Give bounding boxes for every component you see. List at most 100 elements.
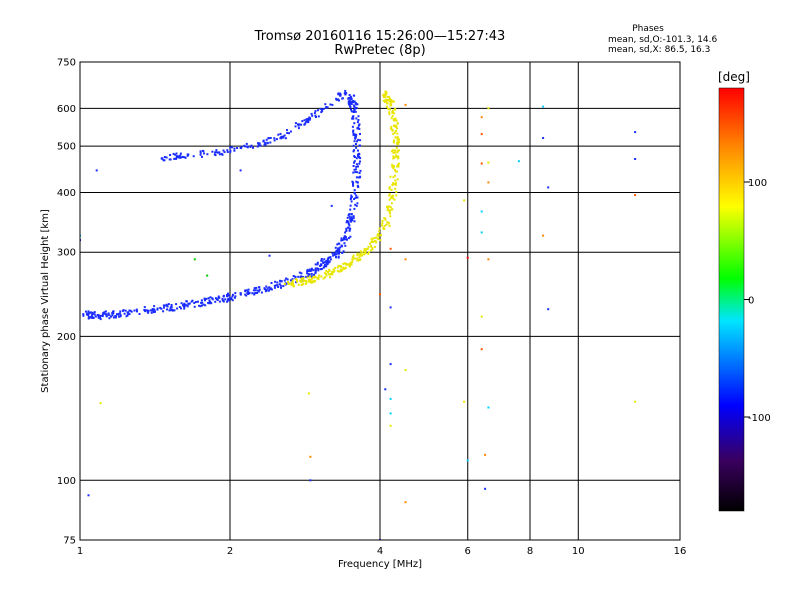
data-point — [370, 245, 373, 248]
data-point — [320, 108, 323, 111]
data-point — [394, 108, 397, 111]
data-point — [348, 229, 351, 232]
data-point — [122, 309, 125, 312]
data-point — [351, 219, 354, 222]
data-point — [193, 305, 196, 308]
data-point — [368, 242, 371, 245]
colorbar — [718, 87, 745, 512]
data-point — [299, 276, 302, 279]
data-point — [326, 106, 329, 109]
data-point — [385, 223, 388, 226]
data-point — [300, 278, 303, 281]
data-point — [390, 117, 393, 120]
chart-title: Tromsø 20160116 15:26:00—15:27:43 — [254, 29, 506, 44]
y-tick-labels: 75 100 200 300 400 500 600 750 — [57, 58, 76, 547]
data-point — [306, 270, 309, 273]
data-point — [162, 159, 165, 162]
data-point — [82, 314, 85, 317]
data-point — [323, 258, 326, 261]
data-point — [279, 279, 281, 282]
data-point — [358, 128, 361, 130]
data-point — [307, 119, 310, 122]
data-point — [166, 308, 168, 311]
data-point — [393, 119, 396, 122]
data-point — [311, 114, 314, 117]
data-point — [274, 280, 277, 283]
data-point — [394, 174, 396, 177]
x-tick-label: 8 — [527, 546, 533, 557]
data-point — [397, 162, 400, 165]
data-point — [239, 292, 242, 295]
data-point — [221, 299, 224, 302]
data-point — [227, 292, 229, 295]
data-point — [347, 221, 350, 224]
data-point — [183, 302, 186, 305]
data-point — [389, 247, 392, 250]
data-point — [358, 155, 360, 158]
data-point — [355, 133, 358, 136]
data-point — [199, 305, 202, 308]
data-point — [389, 102, 392, 105]
data-point — [337, 256, 340, 259]
data-point — [183, 306, 186, 309]
data-point — [282, 136, 285, 139]
data-point — [344, 262, 346, 265]
data-point — [303, 123, 306, 126]
data-point — [206, 274, 209, 277]
data-point — [487, 406, 490, 409]
data-point — [91, 311, 94, 314]
data-point — [244, 289, 247, 292]
data-point — [294, 275, 297, 278]
data-point — [355, 157, 358, 160]
data-point — [267, 137, 270, 140]
data-point — [381, 224, 383, 227]
data-point — [298, 271, 301, 274]
data-point — [352, 217, 355, 220]
data-point — [175, 303, 178, 306]
data-point — [388, 111, 391, 114]
data-point — [322, 266, 325, 269]
data-point — [351, 116, 354, 119]
data-point — [187, 302, 190, 305]
y-axis-label: Stationary phase Virtual Height [km] — [40, 209, 51, 393]
data-point — [352, 117, 355, 120]
data-point — [214, 154, 217, 157]
data-point — [337, 248, 340, 251]
colorbar-tick-label: 100 — [748, 178, 767, 189]
data-point — [386, 95, 389, 98]
data-point — [365, 248, 367, 251]
data-point — [300, 277, 303, 280]
data-point — [201, 155, 203, 158]
data-point — [184, 303, 187, 306]
data-point — [201, 301, 204, 304]
data-point — [357, 138, 360, 141]
data-point — [182, 304, 185, 306]
data-point — [217, 295, 220, 298]
data-point — [463, 199, 466, 202]
data-point — [307, 273, 310, 276]
data-point — [327, 271, 329, 273]
data-point — [143, 309, 146, 312]
data-point — [307, 275, 310, 278]
data-point — [176, 307, 179, 310]
data-point — [331, 270, 334, 273]
data-point — [310, 112, 313, 115]
data-point — [325, 273, 328, 275]
data-point — [264, 143, 267, 146]
data-point — [145, 309, 148, 312]
data-point — [357, 186, 360, 188]
data-point — [393, 183, 396, 186]
data-point — [269, 141, 272, 144]
data-point — [323, 265, 326, 268]
data-point — [319, 107, 322, 110]
data-point — [199, 151, 202, 154]
data-point — [542, 105, 545, 108]
data-point — [349, 235, 352, 238]
data-point — [203, 152, 205, 155]
data-point — [332, 254, 335, 257]
data-point — [310, 267, 313, 270]
data-point — [379, 239, 382, 242]
data-point — [314, 269, 317, 272]
data-point — [377, 237, 380, 240]
data-point — [388, 210, 391, 213]
